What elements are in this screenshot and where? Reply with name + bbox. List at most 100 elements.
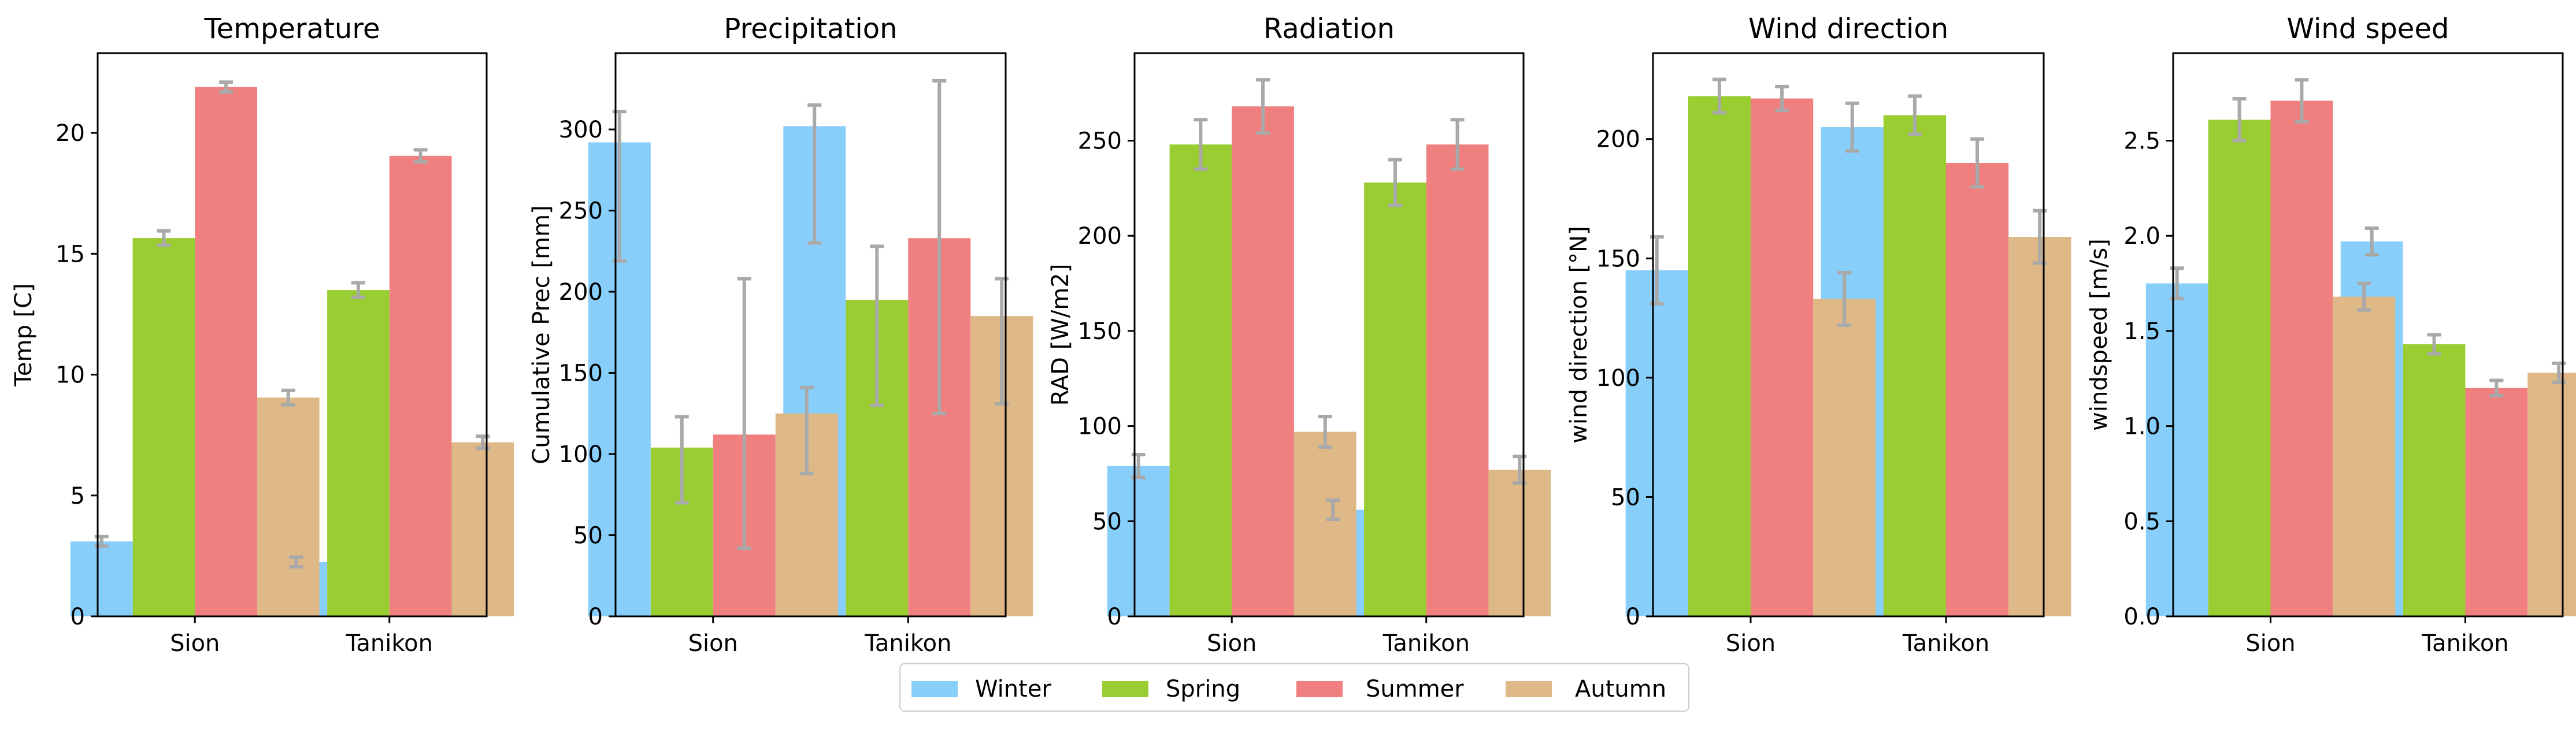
x-tick-label: Tanikon — [864, 630, 951, 657]
axes-frame — [614, 52, 1007, 618]
chart-panel-1: 0 5 10 15 20 Sion Tanikon Temperature Temp [C] — [10, 13, 514, 657]
y-tick-label: 1.0 — [2123, 414, 2160, 440]
y-tick-label: 20 — [55, 120, 85, 147]
legend-frame — [899, 663, 1689, 712]
bar-summer-sion — [2270, 101, 2333, 617]
y-tick-label: 0 — [588, 604, 603, 630]
x-tick-label: Tanikon — [346, 630, 433, 657]
y-tick-label: 0 — [71, 604, 85, 630]
bar-summer-tanikon — [1946, 163, 2009, 616]
bar-summer-sion — [195, 87, 257, 617]
bar-spring-sion — [1169, 144, 1232, 617]
bar-autumn-tanikon — [2527, 373, 2576, 616]
x-tick-label: Sion — [1207, 630, 1257, 657]
error-bar-winter-tanikon — [2364, 226, 2379, 257]
y-tick-label: 2.0 — [2123, 223, 2160, 250]
y-tick-label: 200 — [559, 279, 603, 306]
x-tick-label: Tanikon — [1382, 630, 1470, 657]
error-bar-spring-tanikon — [1907, 94, 1922, 136]
y-tick-label: 5 — [71, 483, 85, 509]
legend-label-spring: Spring — [1166, 676, 1240, 702]
y-tick-label: 150 — [1078, 318, 1122, 345]
error-bar-winter-tanikon — [807, 103, 822, 245]
axes-frame — [2172, 52, 2564, 618]
bar-autumn-tanikon — [2008, 237, 2071, 617]
chart-panel-2: 0 50 100 150 200 250 300 Sion Tanikon Precipitati… — [528, 13, 1033, 657]
bar-summer-tanikon — [2465, 388, 2528, 616]
y-tick-label: 200 — [1078, 223, 1122, 250]
error-bar-autumn-sion — [1318, 415, 1332, 449]
error-bar-spring-tanikon — [351, 281, 365, 299]
error-bar-spring-sion — [674, 415, 689, 505]
error-bar-spring-sion — [1194, 118, 1208, 171]
legend-label-autumn: Autumn — [1575, 676, 1666, 702]
bar-winter-sion — [70, 541, 133, 616]
bar-summer-tanikon — [1426, 144, 1489, 617]
error-bar-summer-tanikon — [932, 79, 947, 415]
axes-frame — [1652, 52, 2045, 618]
y-tick-label: 250 — [1078, 128, 1122, 155]
legend-swatch-spring — [1102, 681, 1148, 697]
y-tick-label: 0 — [1107, 604, 1122, 630]
bar-summer-tanikon — [389, 155, 452, 616]
bar-winter-sion — [2145, 283, 2208, 617]
y-tick-label: 10 — [55, 362, 85, 389]
x-tick-label: Tanikon — [1902, 630, 1989, 657]
y-tick-label: 1.5 — [2123, 318, 2160, 345]
y-tick-label: 0.0 — [2123, 604, 2160, 630]
y-tick-label: 100 — [1078, 414, 1122, 440]
y-tick-label: 250 — [559, 198, 603, 225]
error-bar-spring-sion — [157, 229, 171, 247]
panel-title: Wind direction — [1748, 13, 1948, 45]
x-tick-label: Sion — [688, 630, 738, 657]
error-bar-spring-tanikon — [870, 244, 884, 407]
y-tick-label: 50 — [1611, 484, 1640, 511]
y-axis-label: Temp [C] — [10, 283, 37, 386]
bar-summer-sion — [1751, 98, 1814, 616]
bar-winter-sion — [1625, 270, 1688, 616]
y-tick-label: 100 — [559, 441, 603, 468]
y-tick-label: 0 — [1626, 604, 1640, 630]
bar-spring-tanikon — [2403, 344, 2466, 616]
panel-title: Temperature — [203, 13, 380, 45]
error-bar-winter-tanikon — [289, 555, 303, 569]
bar-spring-tanikon — [1883, 115, 1946, 616]
error-bar-summer-sion — [737, 277, 751, 550]
error-bar-autumn-sion — [1837, 271, 1852, 327]
bar-spring-sion — [1688, 96, 1751, 616]
error-bar-winter-tanikon — [1326, 499, 1340, 522]
error-bar-spring-sion — [2232, 97, 2247, 143]
y-tick-label: 15 — [55, 241, 85, 267]
panel-title: Wind speed — [2287, 13, 2449, 45]
bar-autumn-sion — [1813, 299, 1876, 616]
chart-panel-5: 0.0 0.5 1.0 1.5 2.0 2.5 Sion Tanikon Wind speed w… — [2086, 13, 2576, 657]
y-tick-label: 150 — [559, 360, 603, 387]
y-tick-label: 300 — [559, 117, 603, 143]
y-tick-label: 100 — [1596, 365, 1640, 392]
bar-spring-sion — [2208, 120, 2271, 617]
bar-spring-tanikon — [327, 290, 390, 617]
y-tick-label: 0.5 — [2123, 508, 2160, 535]
bar-summer-sion — [1232, 106, 1294, 616]
error-bar-summer-tanikon — [1450, 118, 1465, 171]
chart-panels: 0 5 10 15 20 Sion Tanikon Temperature Temp [C] 0 5… — [10, 13, 2576, 657]
legend-label-winter: Winter — [975, 676, 1051, 702]
error-bar-summer-tanikon — [2489, 378, 2504, 397]
legend-label-summer: Summer — [1366, 676, 1464, 702]
y-tick-label: 150 — [1596, 246, 1640, 272]
bar-spring-sion — [132, 238, 195, 617]
bar-winter-sion — [1107, 466, 1170, 616]
error-bar-autumn-sion — [281, 388, 295, 407]
error-bar-autumn-sion — [2357, 281, 2371, 312]
axes-frame — [1133, 52, 1525, 618]
chart-panel-3: 0 50 100 150 200 250 Sion Tanikon Radiation RAD [… — [1047, 13, 1551, 657]
error-bar-summer-sion — [1775, 84, 1789, 113]
x-tick-label: Tanikon — [2421, 630, 2508, 657]
bar-autumn-tanikon — [451, 442, 514, 616]
x-tick-label: Sion — [170, 630, 220, 657]
y-tick-label: 50 — [573, 523, 603, 549]
bar-spring-tanikon — [1364, 183, 1426, 616]
error-bar-summer-sion — [1256, 78, 1270, 135]
bar-autumn-tanikon — [1488, 470, 1551, 616]
